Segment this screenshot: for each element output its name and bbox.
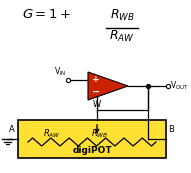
Text: W: W <box>93 100 101 109</box>
Bar <box>18 120 166 158</box>
Text: $R_{WB}$: $R_{WB}$ <box>110 8 134 23</box>
Text: $R_{AW}$: $R_{AW}$ <box>109 29 135 44</box>
Text: +: + <box>92 75 100 84</box>
Text: −: − <box>92 87 100 97</box>
Text: $R_{WB}$: $R_{WB}$ <box>91 127 109 139</box>
Text: A: A <box>9 125 15 134</box>
Text: $R_{AW}$: $R_{AW}$ <box>43 127 61 139</box>
Text: $G = 1 +$: $G = 1 +$ <box>22 8 71 21</box>
Text: digiPOT: digiPOT <box>72 146 112 155</box>
Text: B: B <box>168 125 174 134</box>
Text: $\mathregular{V_{IN}}$: $\mathregular{V_{IN}}$ <box>54 66 66 78</box>
Polygon shape <box>88 72 128 100</box>
Text: $\mathregular{V_{OUT}}$: $\mathregular{V_{OUT}}$ <box>170 80 189 92</box>
